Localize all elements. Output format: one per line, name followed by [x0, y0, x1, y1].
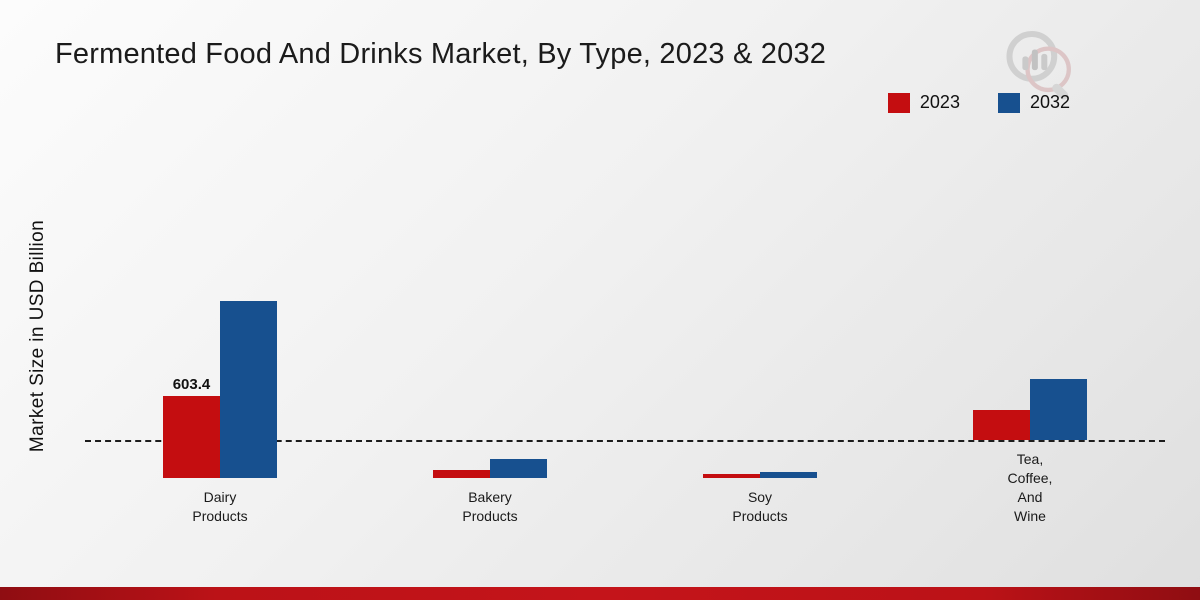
category-label: Soy Products	[732, 488, 788, 524]
bar-2023[interactable]	[433, 469, 490, 478]
plot-area: 603.4 Dairy Products Bakery Products Soy Pr…	[85, 250, 1165, 526]
y-axis-label: Market Size in USD Billion	[27, 219, 48, 453]
footer-accent-bar	[0, 587, 1200, 600]
bar-2032[interactable]	[220, 301, 277, 478]
legend: 2023 2032	[887, 92, 1070, 113]
bar-group: Tea, Coffee, And Wine	[973, 250, 1087, 526]
zero-baseline	[85, 440, 1165, 442]
legend-item-2023[interactable]: 2023	[887, 92, 960, 113]
bar-2023[interactable]	[703, 474, 760, 478]
bar-2032[interactable]	[490, 458, 547, 478]
legend-swatch-2023	[887, 92, 910, 113]
market-research-logo-icon	[1006, 31, 1071, 100]
bar-group: Bakery Products	[433, 288, 547, 526]
category-label: Tea, Coffee, And Wine	[1007, 451, 1053, 524]
bar-value-label: 603.4	[172, 375, 211, 393]
legend-item-2032[interactable]: 2032	[997, 92, 1070, 113]
bar-groups: 603.4 Dairy Products Bakery Products Soy Pr…	[85, 250, 1165, 526]
legend-swatch-2032	[997, 92, 1020, 113]
bar-group: 603.4 Dairy Products	[163, 288, 277, 526]
bar-group: Soy Products	[703, 288, 817, 526]
legend-label-2032: 2032	[1029, 92, 1070, 112]
category-label: Dairy Products	[192, 488, 248, 524]
chart-title: Fermented Food And Drinks Market, By Typ…	[55, 38, 827, 70]
bar-2023[interactable]	[973, 410, 1030, 440]
bar-2032[interactable]	[1030, 378, 1087, 440]
bar-2032[interactable]	[760, 471, 817, 478]
bar-2023[interactable]	[163, 395, 220, 478]
legend-label-2023: 2023	[919, 92, 960, 112]
category-label: Bakery Products	[462, 488, 518, 524]
